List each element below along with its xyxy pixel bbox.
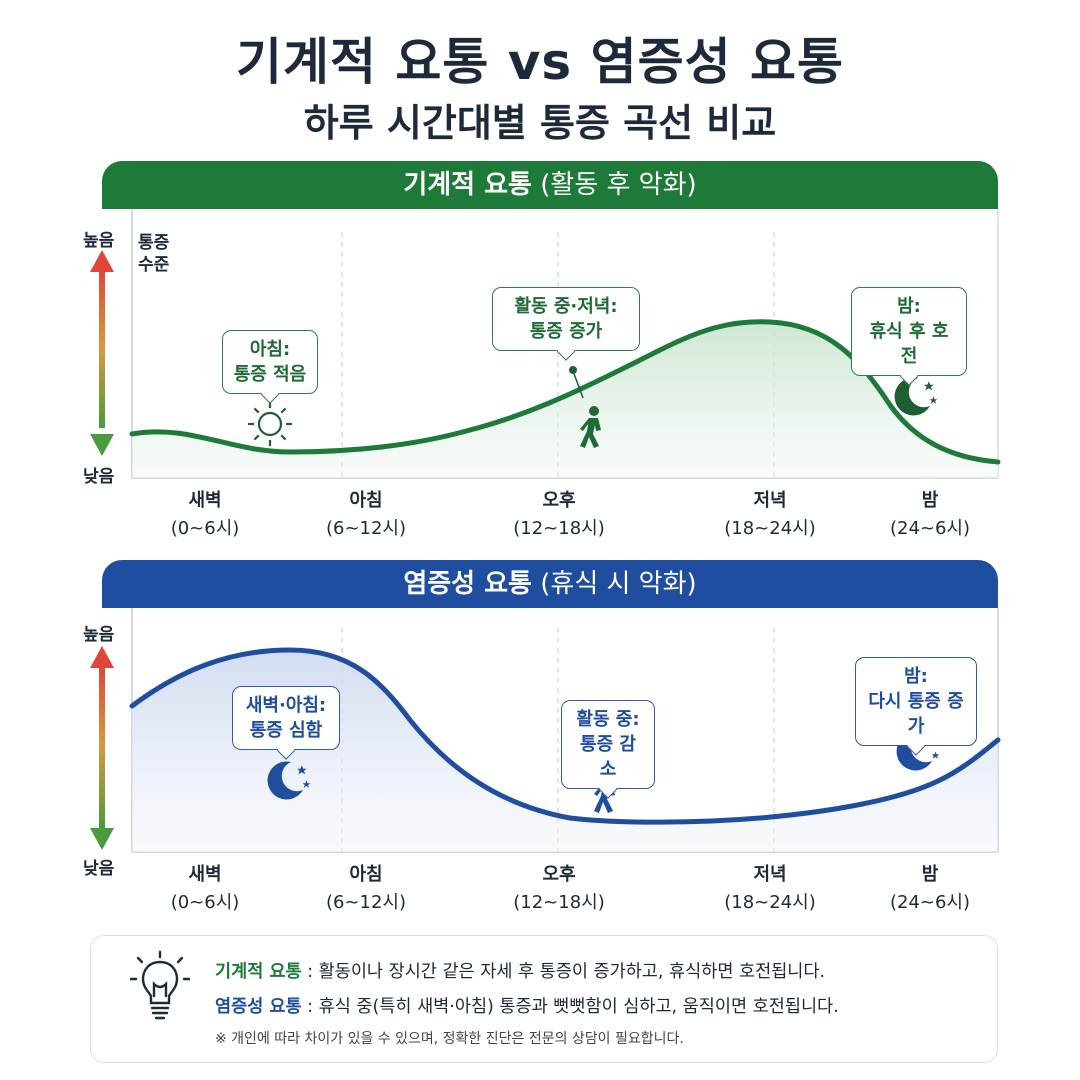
x-category-name: 밤 — [921, 864, 939, 885]
sun-icon — [248, 402, 292, 446]
inflammatory-bubble-early-morning: 새벽·아침: 통증 심함 — [232, 686, 340, 750]
page-subtitle: 하루 시간대별 통증 곡선 비교 — [303, 101, 777, 145]
summary-note-box — [90, 935, 998, 1063]
note-mechanical: 기계적 요통 : 활동이나 장시간 같은 자세 후 통증이 증가하고, 휴식하면… — [215, 958, 825, 983]
inflammatory-bubble-night: 밤: 다시 통증 증가 — [855, 657, 977, 746]
disclaimer-note: ※ 개인에 따라 차이가 있을 수 있으며, 정확한 진단은 전문의 상담이 필… — [215, 1031, 684, 1047]
pain-spark-icon — [569, 366, 584, 399]
x-category-name: 새벽 — [188, 490, 222, 511]
mechanical-banner-title: 기계적 요통 — [403, 170, 532, 200]
inflammatory-bubble-activity: 활동 중: 통증 감소 — [561, 700, 655, 789]
bubble-line: 통증 심함 — [249, 720, 323, 741]
x-category-range: (0~6시) — [170, 892, 240, 913]
x-category-range: (6~12시) — [325, 892, 407, 913]
inflammatory-curve-fill — [132, 650, 998, 852]
inflammatory-pain-curve — [129, 647, 1001, 825]
bubble-line: 아침: — [249, 339, 291, 360]
x-category: 새벽 (0~6시) — [135, 486, 275, 540]
x-category: 아침 (6~12시) — [296, 486, 436, 540]
bubble-line: 새벽·아침: — [245, 695, 327, 716]
x-category-name: 오후 — [542, 490, 576, 511]
bubble-line: 통증 증가 — [529, 321, 603, 342]
y-axis-title: 통증 수준 — [138, 232, 169, 276]
x-category-range: (24~6시) — [889, 518, 971, 539]
walking-person-icon — [580, 406, 601, 448]
inflammatory-banner-subtitle: (휴식 시 악화) — [540, 569, 697, 599]
mechanical-pain-arrow — [90, 250, 114, 456]
mechanical-curve-fill — [132, 321, 998, 478]
moon-icon — [267, 761, 311, 800]
y-axis-high-label: 높음 — [83, 231, 115, 251]
x-category-range: (0~6시) — [170, 518, 240, 539]
x-category: 저녁 (18~24시) — [700, 486, 840, 540]
bubble-line: 통증 적음 — [233, 364, 307, 385]
y-axis-low-label: 낮음 — [83, 467, 115, 487]
x-category: 아침 (6~12시) — [296, 860, 436, 914]
bubble-line: 밤: — [897, 296, 921, 317]
x-category-name: 저녁 — [753, 490, 787, 511]
bubble-line: 다시 통증 증가 — [868, 691, 964, 737]
moon-icon — [894, 377, 938, 416]
bubble-line: 휴식 후 호전 — [869, 321, 949, 367]
x-category-range: (6~12시) — [325, 518, 407, 539]
x-category-name: 새벽 — [188, 864, 222, 885]
x-category: 새벽 (0~6시) — [135, 860, 275, 914]
note-mechanical-key: 기계적 요통 — [215, 962, 302, 982]
x-category-range: (18~24시) — [724, 892, 816, 913]
y-axis-title-line1: 통증 — [138, 233, 170, 253]
mechanical-bubble-night: 밤: 휴식 후 호전 — [851, 287, 967, 376]
x-category-name: 저녁 — [753, 864, 787, 885]
bubble-line: 밤: — [904, 666, 928, 687]
y-axis-high-label: 높음 — [83, 625, 115, 645]
x-category-name: 오후 — [542, 864, 576, 885]
x-category-name: 아침 — [349, 864, 383, 885]
note-mechanical-text: : 활동이나 장시간 같은 자세 후 통증이 증가하고, 휴식하면 호전됩니다. — [307, 962, 826, 982]
x-category-range: (18~24시) — [724, 518, 816, 539]
x-category-range: (24~6시) — [889, 892, 971, 913]
note-inflammatory-text: : 휴식 중(특히 새벽·아침) 통증과 뻣뻣함이 심하고, 움직이면 호전됩니… — [307, 997, 839, 1017]
x-category: 저녁 (18~24시) — [700, 860, 840, 914]
mechanical-banner-subtitle: (활동 후 악화) — [540, 170, 697, 200]
x-category-name: 밤 — [921, 490, 939, 511]
inflammatory-banner-title: 염증성 요통 — [403, 569, 532, 599]
lightbulb-icon — [130, 950, 190, 1020]
x-category: 밤 (24~6시) — [860, 860, 1000, 914]
note-inflammatory: 염증성 요통 : 휴식 중(특히 새벽·아침) 통증과 뻣뻣함이 심하고, 움직… — [215, 993, 839, 1018]
mechanical-pain-curve — [129, 319, 1001, 465]
inflammatory-chart — [90, 608, 1001, 853]
mechanical-chart — [90, 209, 1001, 479]
note-inflammatory-key: 염증성 요통 — [215, 997, 302, 1017]
y-axis-low-label: 낮음 — [83, 859, 115, 879]
inflammatory-pain-arrow — [90, 646, 114, 850]
inflammatory-banner: 염증성 요통 (휴식 시 악화) — [102, 560, 998, 608]
x-category-range: (12~18시) — [513, 518, 605, 539]
mechanical-bubble-activity: 활동 중·저녁: 통증 증가 — [492, 287, 640, 351]
mechanical-banner: 기계적 요통 (활동 후 악화) — [102, 161, 998, 209]
bubble-line: 활동 중: — [576, 709, 640, 730]
mechanical-bubble-morning: 아침: 통증 적음 — [222, 330, 318, 394]
x-category: 오후 (12~18시) — [489, 486, 629, 540]
x-category: 밤 (24~6시) — [860, 486, 1000, 540]
x-category-range: (12~18시) — [513, 892, 605, 913]
x-category-name: 아침 — [349, 490, 383, 511]
bubble-line: 활동 중·저녁: — [514, 296, 618, 317]
bubble-line: 통증 감소 — [580, 734, 636, 780]
page-title: 기계적 요통 vs 염증성 요통 — [236, 33, 844, 91]
y-axis-title-line2: 수준 — [138, 255, 170, 275]
x-category: 오후 (12~18시) — [489, 860, 629, 914]
